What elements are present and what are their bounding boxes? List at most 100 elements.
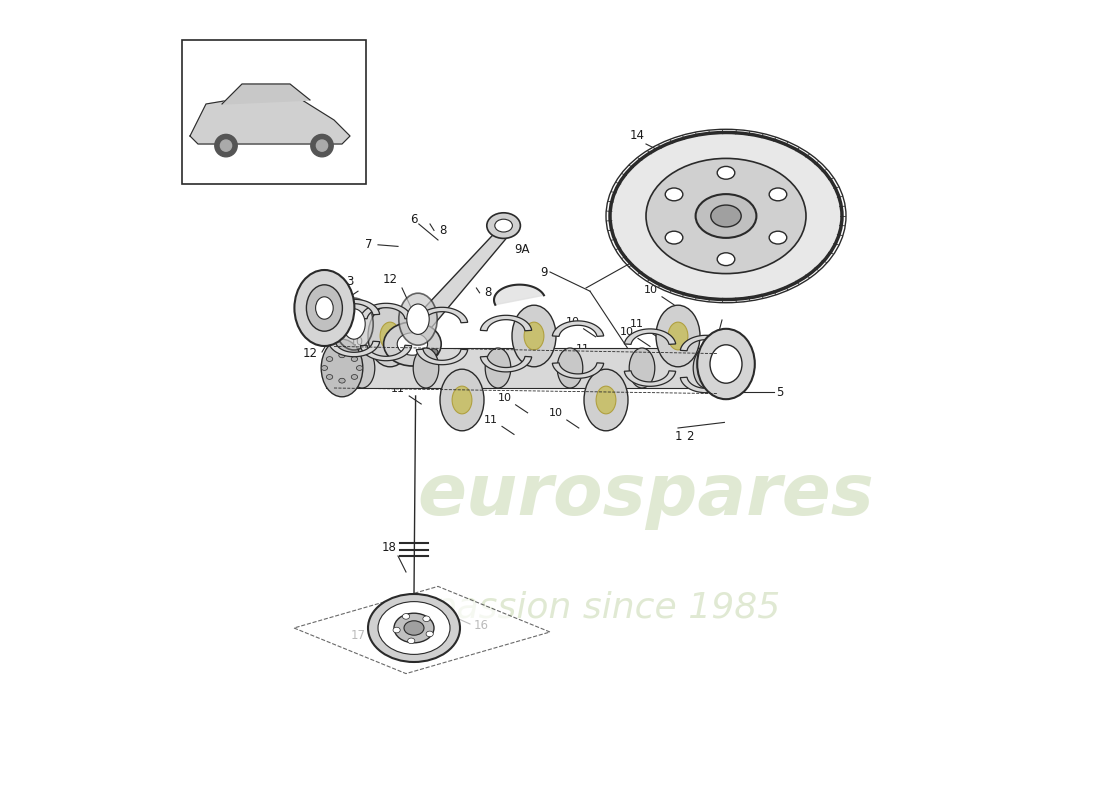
Ellipse shape: [717, 166, 735, 179]
Polygon shape: [680, 378, 732, 393]
Text: 11: 11: [576, 344, 590, 354]
Polygon shape: [361, 303, 411, 318]
Polygon shape: [328, 299, 380, 314]
Ellipse shape: [349, 348, 375, 388]
Ellipse shape: [327, 374, 333, 379]
Ellipse shape: [339, 378, 345, 383]
Ellipse shape: [695, 194, 757, 238]
Ellipse shape: [403, 614, 409, 619]
Ellipse shape: [584, 370, 628, 430]
Text: 3: 3: [346, 275, 354, 288]
Ellipse shape: [693, 348, 718, 388]
Text: 6: 6: [410, 213, 418, 226]
Text: 11: 11: [392, 384, 405, 394]
Ellipse shape: [666, 231, 683, 244]
Ellipse shape: [711, 205, 741, 227]
Text: 9: 9: [540, 266, 548, 278]
Ellipse shape: [368, 305, 412, 366]
Ellipse shape: [393, 627, 400, 633]
Ellipse shape: [378, 602, 450, 654]
Text: 10: 10: [565, 318, 580, 327]
Text: 17: 17: [351, 629, 366, 642]
Text: 11: 11: [484, 414, 498, 425]
Ellipse shape: [769, 188, 786, 201]
Ellipse shape: [307, 285, 342, 331]
Text: 1: 1: [674, 430, 682, 443]
Ellipse shape: [351, 357, 358, 362]
Polygon shape: [481, 315, 531, 330]
Text: 2: 2: [686, 430, 694, 442]
Ellipse shape: [452, 386, 472, 414]
Ellipse shape: [610, 133, 842, 299]
Ellipse shape: [558, 348, 583, 388]
Ellipse shape: [697, 329, 755, 399]
Text: 11: 11: [330, 358, 343, 369]
Ellipse shape: [321, 339, 363, 397]
Ellipse shape: [422, 616, 430, 622]
Polygon shape: [398, 232, 512, 336]
Text: 16: 16: [473, 619, 488, 632]
Polygon shape: [481, 357, 531, 372]
Text: 8: 8: [484, 286, 492, 299]
Circle shape: [220, 140, 232, 151]
Ellipse shape: [666, 188, 683, 201]
Ellipse shape: [397, 333, 428, 355]
Circle shape: [317, 140, 328, 151]
Polygon shape: [625, 371, 675, 386]
Ellipse shape: [368, 594, 460, 662]
Text: 14: 14: [629, 130, 645, 142]
Ellipse shape: [316, 297, 333, 319]
Text: 13: 13: [736, 242, 750, 254]
Polygon shape: [190, 96, 350, 144]
Ellipse shape: [596, 386, 616, 414]
Polygon shape: [222, 84, 310, 104]
Ellipse shape: [399, 294, 437, 346]
Ellipse shape: [629, 348, 654, 388]
Circle shape: [214, 134, 238, 157]
Ellipse shape: [430, 349, 438, 355]
Ellipse shape: [487, 213, 520, 238]
Ellipse shape: [408, 638, 415, 644]
Text: 10: 10: [549, 408, 563, 418]
Text: 10: 10: [350, 337, 364, 347]
Ellipse shape: [717, 253, 735, 266]
Text: 10: 10: [644, 286, 658, 295]
Ellipse shape: [327, 357, 333, 362]
Polygon shape: [361, 346, 411, 361]
Text: 10: 10: [620, 326, 634, 337]
Ellipse shape: [426, 631, 433, 637]
Text: 7: 7: [365, 238, 373, 251]
Text: 11: 11: [670, 270, 683, 281]
Ellipse shape: [407, 304, 429, 334]
Text: 5: 5: [777, 386, 784, 398]
Polygon shape: [552, 363, 604, 378]
Text: eurospares: eurospares: [418, 462, 874, 530]
Text: 12: 12: [383, 274, 398, 286]
Text: 4: 4: [332, 278, 339, 291]
Ellipse shape: [334, 298, 373, 350]
Ellipse shape: [524, 322, 543, 350]
Ellipse shape: [440, 370, 484, 430]
Text: 12: 12: [302, 347, 318, 360]
Polygon shape: [552, 321, 604, 336]
Ellipse shape: [295, 270, 354, 346]
Ellipse shape: [646, 158, 806, 274]
Polygon shape: [680, 335, 732, 350]
Text: a passion since 1985: a passion since 1985: [400, 591, 780, 625]
Ellipse shape: [343, 309, 365, 339]
Text: 11: 11: [629, 318, 644, 329]
Ellipse shape: [769, 231, 786, 244]
Text: 18: 18: [382, 541, 396, 554]
Text: 8: 8: [440, 224, 447, 237]
Ellipse shape: [668, 322, 688, 350]
Ellipse shape: [321, 366, 328, 370]
Ellipse shape: [404, 621, 424, 635]
Text: 15: 15: [804, 170, 820, 182]
Ellipse shape: [414, 348, 439, 388]
Polygon shape: [494, 285, 543, 305]
Polygon shape: [416, 350, 468, 365]
Circle shape: [311, 134, 333, 157]
Polygon shape: [294, 586, 550, 674]
Text: 9A: 9A: [515, 243, 530, 256]
Polygon shape: [416, 307, 468, 322]
